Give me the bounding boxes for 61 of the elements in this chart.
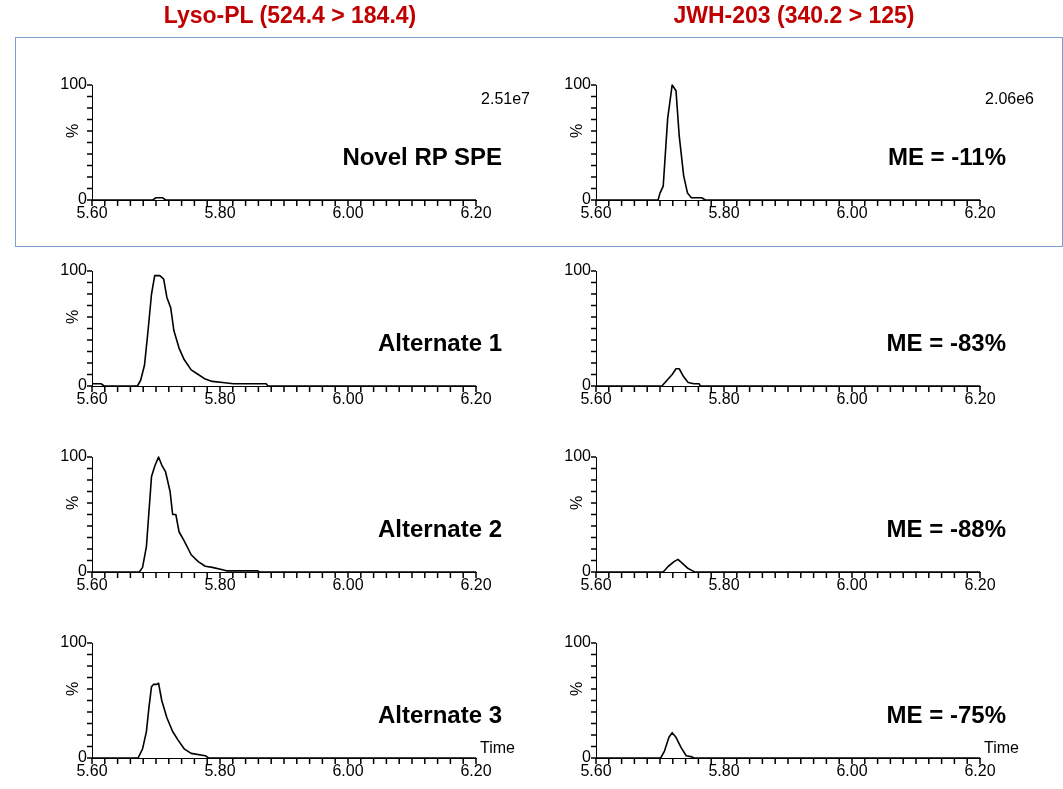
y-axis-title: % xyxy=(568,495,586,511)
y-tick-label: 100 xyxy=(60,75,88,93)
x-tick-label: 6.20 xyxy=(460,762,492,780)
y-tick-label: 100 xyxy=(564,447,592,465)
x-tick-label: 6.00 xyxy=(332,390,364,408)
x-tick-label: 6.00 xyxy=(836,390,868,408)
text: 2.06e6 xyxy=(985,90,1035,108)
annotation: Alternate 2 xyxy=(377,515,502,543)
y-axis-title: % xyxy=(64,309,82,325)
x-tick-label: 6.00 xyxy=(332,762,364,780)
x-tick-label: 6.20 xyxy=(460,576,492,594)
y-tick-label: 100 xyxy=(60,633,88,651)
y-tick-label: 100 xyxy=(564,261,592,279)
annotation: Alternate 3 xyxy=(377,701,502,729)
x-tick-label: 6.20 xyxy=(964,576,996,594)
chart-title: Lyso-PL (524.4 > 184.4) xyxy=(162,2,418,29)
x-tick-label: 5.80 xyxy=(204,762,236,780)
x-tick-label: 5.80 xyxy=(204,576,236,594)
annotation: ME = -88% xyxy=(886,515,1006,543)
y-tick-label: 100 xyxy=(60,261,88,279)
x-axis-title: Time xyxy=(480,739,516,757)
y-axis-title: % xyxy=(64,123,82,139)
y-axis-title: % xyxy=(64,495,82,511)
x-tick-label: 6.00 xyxy=(836,204,868,222)
x-tick-label: 6.20 xyxy=(460,390,492,408)
chart-title: JWH-203 (340.2 > 125) xyxy=(672,2,916,29)
x-axis-title: Time xyxy=(984,739,1020,757)
x-tick-label: 6.20 xyxy=(964,390,996,408)
x-tick-label: 5.60 xyxy=(76,204,108,222)
x-tick-label: 5.60 xyxy=(580,204,612,222)
x-tick-label: 5.80 xyxy=(708,390,740,408)
x-tick-label: 5.60 xyxy=(580,576,612,594)
y-tick-label: 100 xyxy=(60,447,88,465)
y-axis-title: % xyxy=(568,123,586,139)
x-tick-label: 6.20 xyxy=(964,762,996,780)
annotation: Alternate 1 xyxy=(377,329,502,357)
annotation: ME = -83% xyxy=(886,329,1006,357)
x-tick-label: 5.60 xyxy=(580,390,612,408)
y-tick-label: 100 xyxy=(564,75,592,93)
annotation: Novel RP SPE xyxy=(342,143,502,171)
y-tick-label: 100 xyxy=(564,633,592,651)
x-tick-label: 5.80 xyxy=(204,204,236,222)
y-axis-title: % xyxy=(64,681,82,697)
x-tick-label: 6.20 xyxy=(964,204,996,222)
x-tick-label: 6.00 xyxy=(836,762,868,780)
text: 2.51e7 xyxy=(481,90,531,108)
x-tick-label: 5.60 xyxy=(580,762,612,780)
x-tick-label: 5.60 xyxy=(76,576,108,594)
annotation: ME = -75% xyxy=(886,701,1006,729)
x-tick-label: 6.00 xyxy=(836,576,868,594)
x-tick-label: 6.00 xyxy=(332,576,364,594)
x-tick-label: 6.20 xyxy=(460,204,492,222)
y-axis-title: % xyxy=(568,681,586,697)
x-tick-label: 5.80 xyxy=(708,762,740,780)
x-tick-label: 5.60 xyxy=(76,762,108,780)
annotation: ME = -11% xyxy=(887,143,1006,171)
x-tick-label: 5.80 xyxy=(204,390,236,408)
x-tick-label: 5.80 xyxy=(708,204,740,222)
x-tick-label: 6.00 xyxy=(332,204,364,222)
x-tick-label: 5.80 xyxy=(708,576,740,594)
x-tick-label: 5.60 xyxy=(76,390,108,408)
